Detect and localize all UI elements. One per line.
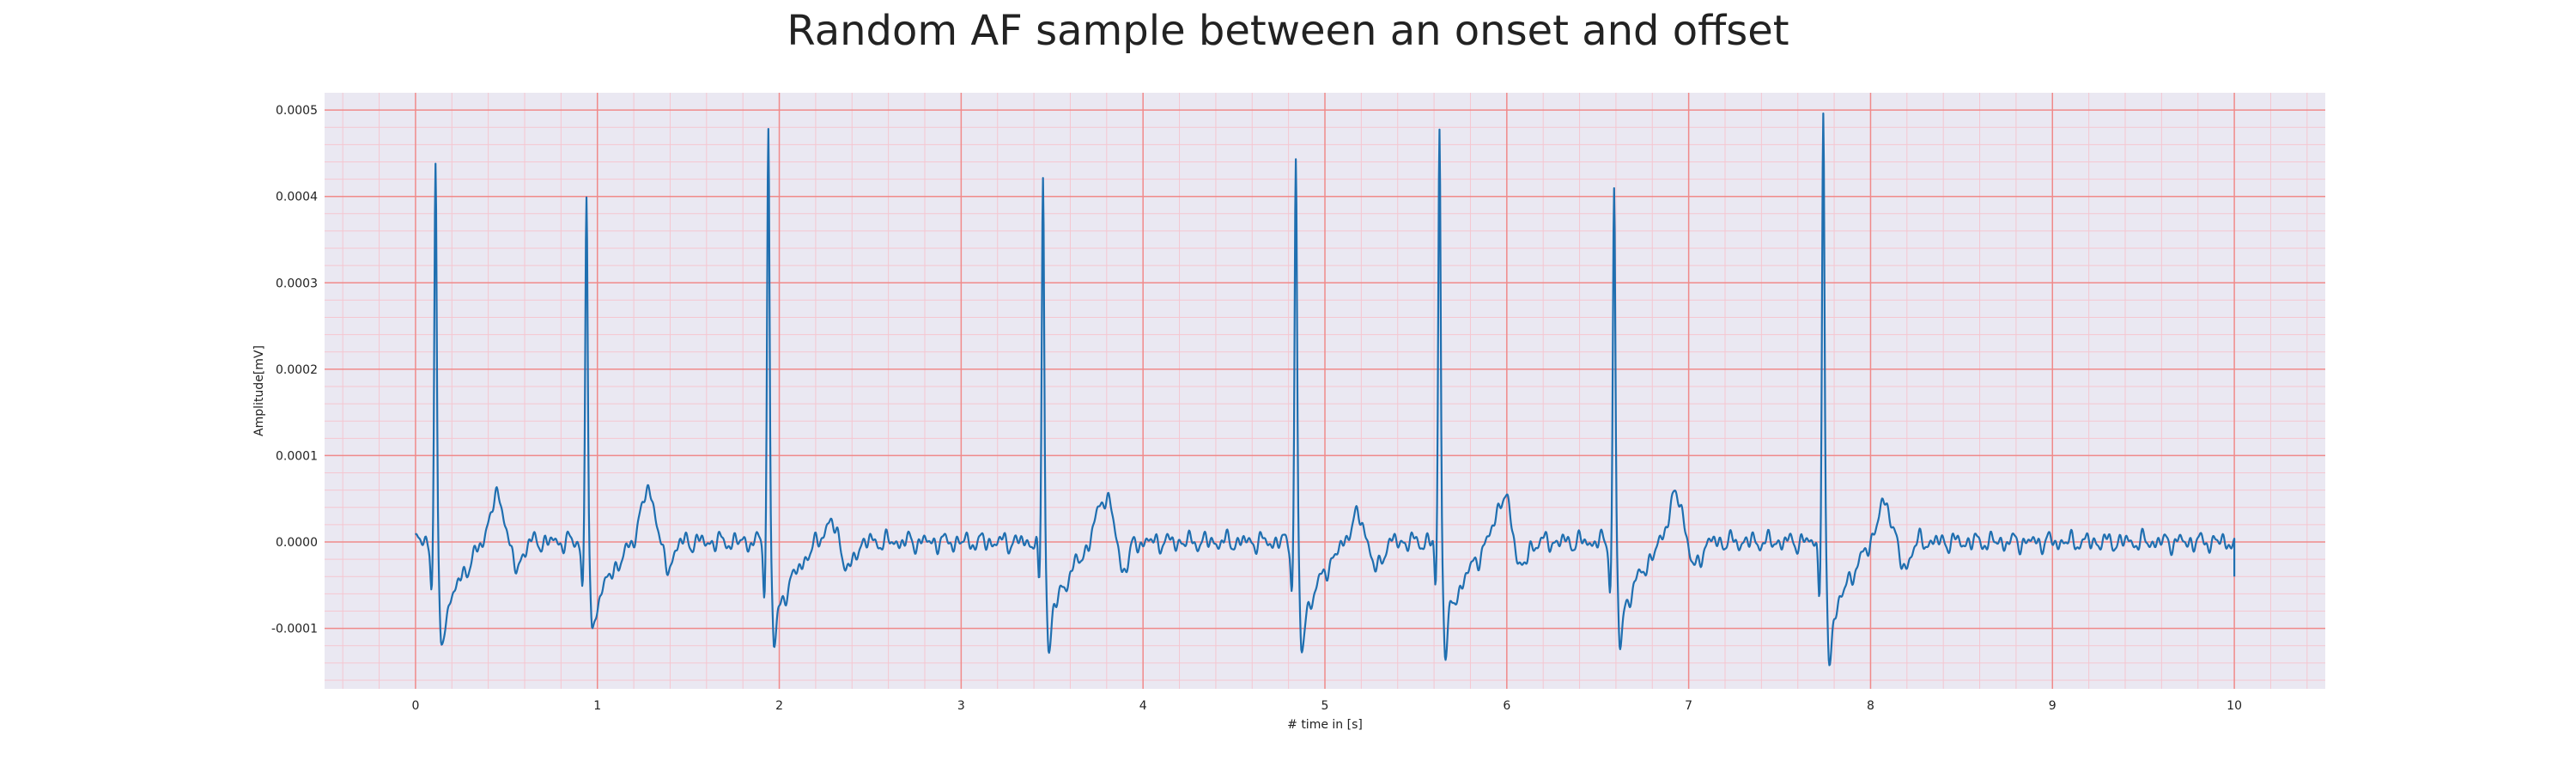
y-tick-label: 0.0004 (276, 191, 318, 204)
y-axis-label: Amplitude[mV] (252, 345, 266, 436)
x-tick-label: 7 (1685, 699, 1692, 713)
y-tick-label: 0.0002 (276, 363, 318, 377)
y-tick-label: -0.0001 (271, 623, 318, 636)
x-tick-label: 10 (2227, 699, 2242, 713)
x-tick-label: 0 (411, 699, 419, 713)
y-tick-label: 0.0003 (276, 277, 318, 290)
y-tick-label: 0.0001 (276, 449, 318, 463)
y-tick-label: 0.0000 (276, 536, 318, 550)
x-axis-ticks: 0 1 2 3 4 5 6 7 8 9 10 (411, 699, 2242, 713)
x-tick-label: 4 (1139, 699, 1147, 713)
major-grid (325, 93, 2325, 689)
ecg-signal-line (415, 113, 2236, 666)
x-tick-label: 3 (957, 699, 965, 713)
x-tick-label: 5 (1321, 699, 1329, 713)
x-tick-label: 1 (593, 699, 601, 713)
x-tick-label: 9 (2049, 699, 2057, 713)
x-tick-label: 2 (775, 699, 783, 713)
y-tick-label: 0.0005 (276, 104, 318, 118)
y-axis-ticks: -0.0001 0.0000 0.0001 0.0002 0.0003 0.0004 0.0… (271, 104, 318, 636)
chart-title: Random AF sample between an onset and of… (787, 7, 1789, 55)
x-tick-label: 8 (1867, 699, 1874, 713)
x-tick-label: 6 (1503, 699, 1510, 713)
x-axis-label: # time in [s] (1287, 718, 1363, 732)
